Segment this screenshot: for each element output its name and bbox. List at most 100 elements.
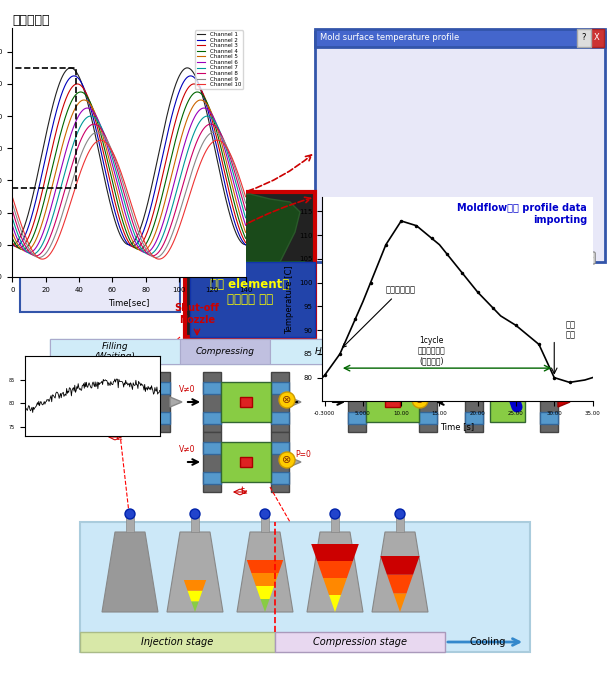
FancyBboxPatch shape: [577, 29, 591, 47]
FancyBboxPatch shape: [203, 382, 221, 394]
Circle shape: [279, 452, 295, 468]
Text: Injection stage: Injection stage: [141, 637, 213, 647]
Polygon shape: [261, 517, 269, 532]
Polygon shape: [247, 560, 283, 573]
FancyBboxPatch shape: [203, 432, 221, 492]
Polygon shape: [289, 397, 301, 407]
Text: Open mold & ejecting: Open mold & ejecting: [456, 347, 554, 356]
Polygon shape: [187, 591, 203, 601]
FancyBboxPatch shape: [163, 202, 172, 220]
Text: 1cycle
사출공정구간
(냉각포함): 1cycle 사출공정구간 (냉각포함): [418, 336, 446, 366]
FancyBboxPatch shape: [185, 192, 315, 337]
Text: Mold surface temperature profile: Mold surface temperature profile: [25, 208, 129, 214]
Text: 실험데이터: 실험데이터: [12, 14, 50, 26]
Text: X: X: [594, 33, 600, 42]
Text: P=0: P=0: [428, 387, 444, 396]
Circle shape: [412, 392, 428, 408]
FancyBboxPatch shape: [465, 412, 483, 424]
Text: Holding & cooling: Holding & cooling: [315, 347, 395, 356]
FancyBboxPatch shape: [203, 472, 221, 484]
FancyBboxPatch shape: [190, 262, 315, 337]
Polygon shape: [184, 580, 206, 591]
Circle shape: [125, 509, 135, 519]
FancyBboxPatch shape: [465, 372, 483, 432]
Polygon shape: [251, 573, 279, 586]
Polygon shape: [387, 574, 413, 593]
Text: ?: ?: [581, 33, 586, 42]
Text: Moldflow에서 profile data
importing: Moldflow에서 profile data importing: [457, 203, 587, 225]
FancyBboxPatch shape: [275, 632, 445, 652]
Legend: Channel 1, Channel 2, Channel 3, Channel 4, Channel 5, Channel 6, Channel 7, Cha: Channel 1, Channel 2, Channel 3, Channel…: [195, 30, 243, 89]
Text: ⊗: ⊗: [415, 395, 425, 405]
Text: V≠0: V≠0: [179, 385, 195, 394]
FancyBboxPatch shape: [50, 339, 570, 364]
Polygon shape: [191, 517, 199, 532]
Text: Compression stage: Compression stage: [313, 637, 407, 647]
Text: Cooling: Cooling: [470, 637, 507, 647]
FancyBboxPatch shape: [221, 442, 271, 482]
Text: V=0: V=0: [324, 385, 340, 394]
FancyBboxPatch shape: [271, 412, 289, 424]
Text: P=0: P=0: [295, 450, 311, 459]
FancyBboxPatch shape: [152, 382, 170, 394]
Polygon shape: [381, 556, 419, 574]
Text: V=0: V=0: [53, 385, 70, 394]
Polygon shape: [317, 561, 353, 578]
FancyBboxPatch shape: [419, 412, 437, 424]
Polygon shape: [311, 544, 359, 561]
Text: 금형
열림: 금형 열림: [565, 320, 576, 340]
FancyBboxPatch shape: [270, 339, 440, 364]
FancyBboxPatch shape: [180, 339, 270, 364]
Circle shape: [279, 392, 295, 408]
Text: t₁: t₁: [116, 432, 124, 442]
FancyBboxPatch shape: [590, 29, 604, 47]
Text: t₂: t₂: [241, 486, 249, 496]
Polygon shape: [394, 593, 406, 612]
Polygon shape: [323, 578, 347, 595]
Y-axis label: Temperature [C]: Temperature [C]: [284, 265, 293, 334]
FancyBboxPatch shape: [419, 372, 437, 432]
Polygon shape: [206, 262, 305, 310]
FancyBboxPatch shape: [78, 412, 96, 424]
FancyBboxPatch shape: [78, 372, 96, 432]
Polygon shape: [167, 532, 223, 612]
Polygon shape: [372, 532, 428, 612]
X-axis label: Time[sec]: Time[sec]: [108, 298, 150, 307]
FancyBboxPatch shape: [465, 382, 483, 394]
FancyBboxPatch shape: [271, 472, 289, 484]
Polygon shape: [289, 457, 301, 467]
Text: Filling
(Waiting): Filling (Waiting): [95, 342, 136, 361]
Polygon shape: [558, 397, 570, 407]
Circle shape: [395, 509, 405, 519]
FancyBboxPatch shape: [80, 632, 275, 652]
FancyBboxPatch shape: [221, 382, 271, 422]
FancyBboxPatch shape: [203, 372, 221, 432]
Polygon shape: [256, 586, 274, 599]
Polygon shape: [237, 532, 293, 612]
Text: ⊗: ⊗: [282, 395, 292, 405]
Text: 모든 element에
동일하게 부여: 모든 element에 동일하게 부여: [211, 278, 290, 306]
Circle shape: [330, 509, 340, 519]
Polygon shape: [307, 532, 363, 612]
FancyBboxPatch shape: [540, 382, 558, 394]
FancyBboxPatch shape: [240, 457, 252, 467]
FancyBboxPatch shape: [271, 432, 289, 492]
Text: V≠0: V≠0: [179, 445, 195, 454]
FancyBboxPatch shape: [78, 382, 96, 394]
FancyBboxPatch shape: [271, 442, 289, 454]
Text: 게이트 부는
80℃ 유지: 게이트 부는 80℃ 유지: [30, 236, 76, 258]
FancyBboxPatch shape: [348, 382, 366, 394]
Polygon shape: [396, 517, 404, 532]
Polygon shape: [102, 532, 158, 612]
Polygon shape: [331, 517, 339, 532]
FancyBboxPatch shape: [203, 412, 221, 424]
FancyBboxPatch shape: [152, 372, 170, 432]
FancyBboxPatch shape: [80, 522, 530, 652]
FancyBboxPatch shape: [152, 412, 170, 424]
FancyBboxPatch shape: [348, 372, 366, 432]
Text: Close: Close: [540, 253, 561, 262]
FancyBboxPatch shape: [240, 397, 252, 407]
Text: Mold surface temperature profile: Mold surface temperature profile: [320, 33, 459, 42]
Bar: [12, 68, 76, 188]
Polygon shape: [210, 194, 300, 277]
